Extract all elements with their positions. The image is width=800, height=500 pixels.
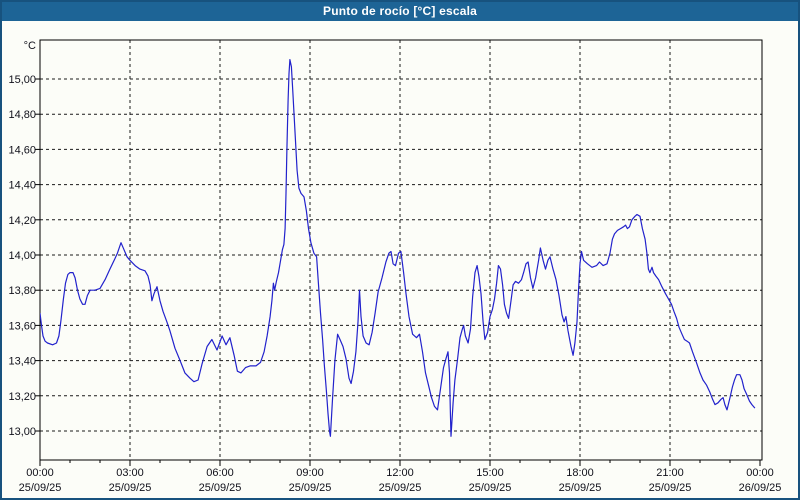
x-tick-time-label: 15:00 [476,467,504,479]
x-tick-time-label: 03:00 [116,467,144,479]
y-tick-label: 14,20 [8,215,36,227]
x-tick-date-label: 25/09/25 [289,482,332,494]
y-tick-label: 13,60 [8,320,36,332]
window-titlebar[interactable]: Punto de rocío [°C] escala [0,0,800,21]
series-line [40,58,756,437]
x-tick-date-label: 25/09/25 [379,482,422,494]
x-gridlines [39,40,761,466]
x-tick-date-label: 25/09/25 [649,482,692,494]
y-gridlines [35,78,762,432]
x-tick-date-label: 25/09/25 [559,482,602,494]
x-tick-time-label: 00:00 [746,467,774,479]
y-tick-label: 14,40 [8,180,36,192]
y-tick-label: 13,20 [8,391,36,403]
y-tick-label: 13,80 [8,285,36,297]
x-tick-time-label: 06:00 [206,467,234,479]
x-tick-date-label: 25/09/25 [19,482,62,494]
x-tick-date-label: 25/09/25 [109,482,152,494]
x-tick-time-label: 00:00 [26,467,54,479]
x-tick-labels: 00:00 25/09/25 03:00 25/09/25 06:00 25/09/25 0… [19,467,782,494]
x-tick-time-label: 18:00 [566,467,594,479]
y-tick-label: 14,80 [8,109,36,121]
y-tick-label: 15,00 [8,74,36,86]
x-tick-time-label: 12:00 [386,467,414,479]
x-tick-time-label: 21:00 [656,467,684,479]
plot-border [39,39,763,461]
y-tick-label: 13,40 [8,356,36,368]
y-tick-label: 14,60 [8,144,36,156]
window-title: Punto de rocío [°C] escala [322,3,478,18]
y-axis-unit-label: °C [24,40,36,52]
y-tick-labels: 15,00 14,80 14,60 14,40 14,20 14,00 13,80 13,60… [8,74,36,438]
x-tick-date-label: 26/09/25 [739,482,782,494]
x-tick-date-label: 25/09/25 [469,482,512,494]
y-tick-label: 14,00 [8,250,36,262]
x-tick-time-label: 09:00 [296,467,324,479]
y-tick-label: 13,00 [8,426,36,438]
x-tick-date-label: 25/09/25 [199,482,242,494]
